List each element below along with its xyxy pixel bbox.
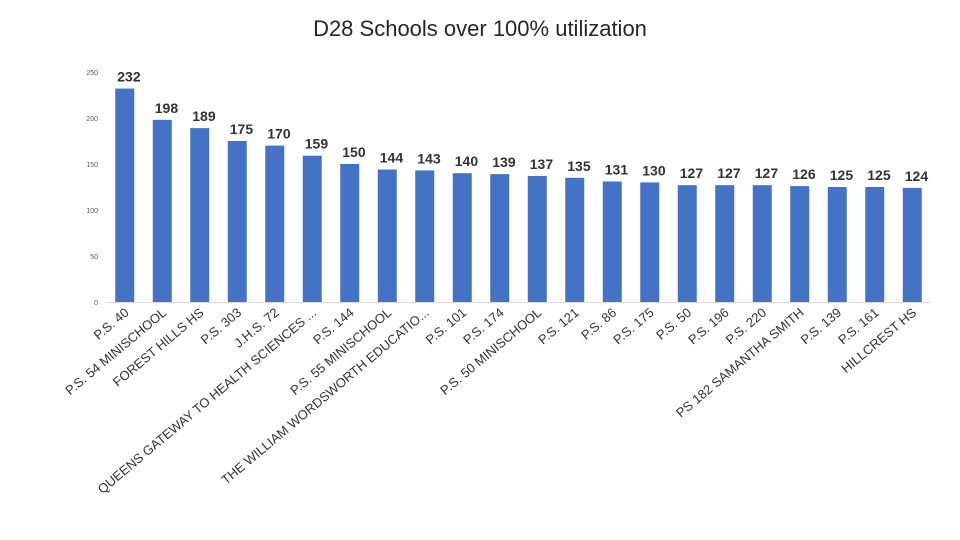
data-label: 137 — [530, 156, 554, 172]
data-label: 144 — [380, 150, 404, 166]
y-tick-label: 0 — [94, 300, 98, 307]
y-tick-label: 200 — [86, 116, 98, 123]
data-label: 150 — [342, 144, 366, 160]
data-label: 175 — [230, 121, 254, 137]
bar — [640, 182, 660, 302]
bar — [565, 177, 585, 302]
data-label: 131 — [605, 161, 629, 177]
bar — [752, 185, 772, 302]
data-label: 126 — [792, 166, 816, 182]
x-tick-label: P.S. 139 — [798, 305, 845, 347]
y-tick-label: 50 — [90, 254, 98, 261]
data-label: 125 — [867, 167, 891, 183]
bar — [115, 88, 135, 302]
y-axis-ticks: 0 50 100 150 200 250 — [86, 70, 98, 307]
y-tick-label: 250 — [86, 70, 98, 77]
x-tick-label: P.S. 196 — [685, 305, 732, 347]
bar — [452, 173, 472, 302]
x-tick-label: P.S. 121 — [535, 305, 582, 347]
bar — [227, 141, 247, 302]
bar — [152, 119, 172, 302]
chart-title: D28 Schools over 100% utilization — [313, 16, 647, 41]
data-label: 124 — [905, 168, 929, 184]
data-label: 198 — [155, 100, 179, 116]
data-labels: 232 198 189 175 170 159 150 144 143 140 139 137 135 1… — [117, 69, 928, 184]
bar — [902, 187, 922, 302]
bar — [602, 181, 622, 302]
data-label: 127 — [755, 165, 779, 181]
bar — [865, 187, 885, 302]
y-tick-label: 150 — [86, 162, 98, 169]
data-label: 127 — [680, 165, 704, 181]
bar — [490, 174, 510, 302]
data-label: 189 — [192, 108, 216, 124]
bar — [190, 128, 210, 302]
bar — [790, 186, 810, 302]
data-label: 143 — [417, 150, 441, 166]
x-tick-label: P.S. 101 — [423, 305, 470, 347]
data-label: 232 — [117, 69, 141, 85]
bar — [715, 185, 735, 302]
data-label: 170 — [267, 126, 291, 142]
data-label: 159 — [305, 136, 329, 152]
bar — [377, 169, 397, 302]
data-label: 139 — [492, 154, 516, 170]
data-label: 130 — [642, 162, 666, 178]
bar — [677, 185, 697, 302]
bar — [340, 164, 360, 302]
bars — [115, 88, 922, 302]
data-label: 127 — [717, 165, 741, 181]
data-label: 125 — [830, 167, 854, 183]
bar — [302, 155, 322, 302]
y-tick-label: 100 — [86, 208, 98, 215]
x-tick-label: P.S. 175 — [610, 305, 657, 347]
data-label: 135 — [567, 158, 591, 174]
bar — [527, 175, 547, 302]
bar — [827, 187, 847, 302]
bar — [265, 145, 285, 302]
bar — [415, 170, 435, 302]
data-label: 140 — [455, 153, 479, 169]
